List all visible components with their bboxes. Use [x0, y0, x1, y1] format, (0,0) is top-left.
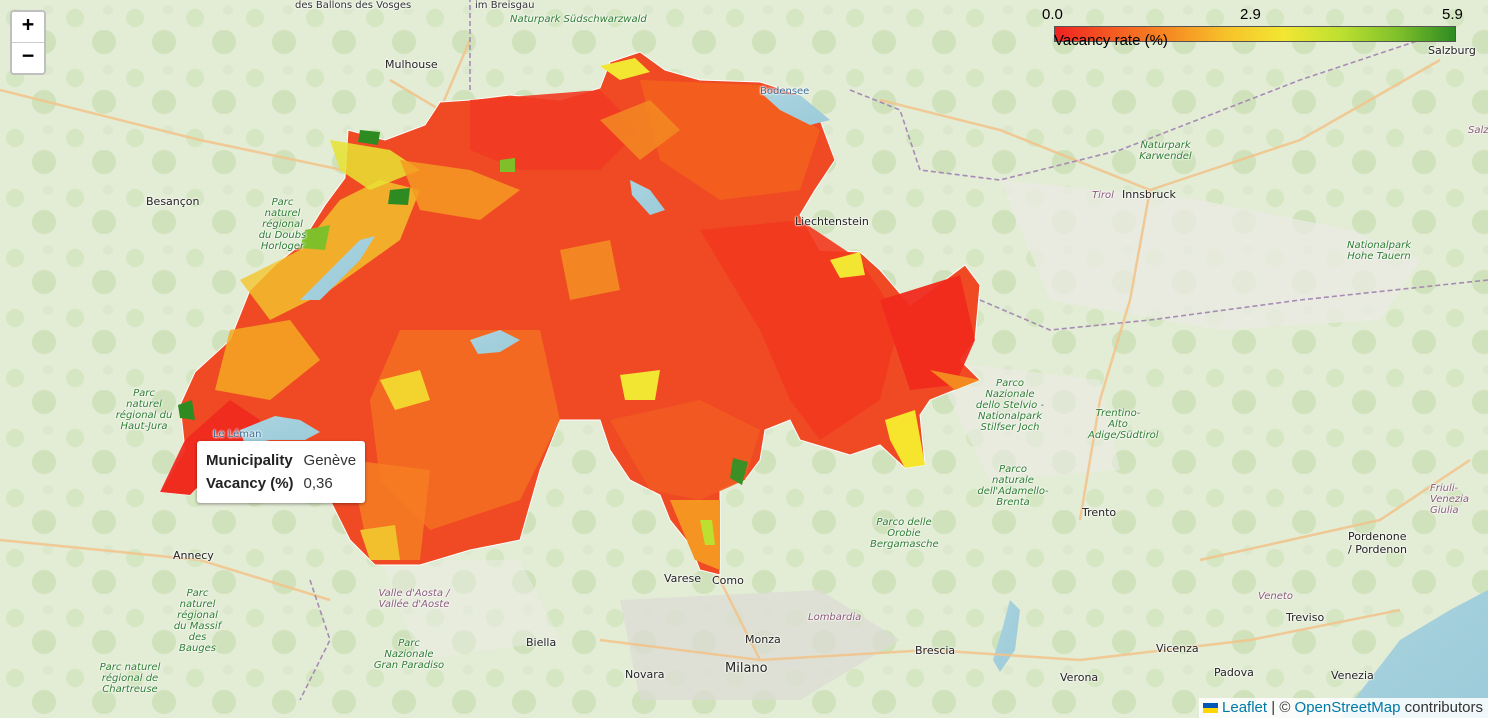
region-label: Friuli-Venezia Giulia: [1430, 483, 1470, 516]
park-label: Naturpark Südschwarzwald: [510, 14, 647, 25]
lake-label: Le Léman: [213, 429, 262, 440]
place-label: im Breisgau: [475, 0, 535, 11]
place-label: Novara: [625, 668, 665, 681]
place-label: Besançon: [146, 195, 200, 208]
place-label: Pordenone / Pordenon: [1348, 530, 1407, 556]
region-label: Trentino-Alto Adige/Südtirol: [1088, 408, 1159, 441]
roads: [0, 39, 1471, 662]
park-label: Parc naturel régional du Haut-Jura: [115, 388, 173, 432]
legend-tick-mid: 2.9: [1240, 6, 1261, 23]
region-label: Veneto: [1258, 591, 1293, 602]
lake-geneva: [240, 416, 320, 445]
place-label: Trento: [1082, 506, 1117, 519]
park-label: Parco delle Orobie Bergamasche: [870, 517, 939, 550]
tooltip-key: Vacancy (%): [206, 475, 294, 492]
lake-thun: [470, 330, 520, 354]
park-label: Parc naturel régional du Massif des Baug…: [173, 588, 222, 654]
lake-zurich: [630, 180, 665, 215]
place-label: Como: [712, 574, 744, 587]
place-label: Milano: [725, 661, 768, 676]
place-label: des Ballons des Vosges: [295, 0, 412, 11]
place-label: Treviso: [1286, 611, 1325, 624]
zoom-out-button[interactable]: −: [12, 43, 44, 73]
park-label: Nationalpark Hohe Tauern: [1346, 240, 1412, 262]
urban-area: [620, 590, 900, 700]
ukraine-flag-icon: [1203, 703, 1219, 714]
legend: 0.0 2.9 5.9 Vacancy rate (%): [1042, 6, 1466, 50]
region-label: Tirol: [1092, 190, 1114, 201]
lake-label: Bodensee: [760, 86, 810, 97]
place-label: Biella: [526, 636, 557, 649]
zoom-in-button[interactable]: +: [12, 12, 44, 43]
place-label: Verona: [1060, 671, 1099, 684]
legend-gradient-bar: [1054, 26, 1456, 42]
attribution: Leaflet | © OpenStreetMap contributors: [1199, 698, 1488, 718]
park-label: Parco Nazionale dello Stelvio - National…: [975, 378, 1045, 433]
tooltip-row-vacancy: Vacancy (%) 0,36: [206, 472, 356, 495]
leaflet-link[interactable]: Leaflet: [1222, 699, 1268, 716]
tooltip-key: Municipality: [206, 452, 293, 469]
legend-tick-min: 0.0: [1042, 6, 1063, 23]
place-label: Monza: [745, 633, 781, 646]
place-label: Liechtenstein: [795, 215, 869, 228]
tooltip-value: Genève: [303, 452, 357, 469]
alpine-area: [930, 360, 1120, 480]
park-label: Parc naturel régional de Chartreuse: [99, 662, 161, 695]
park-label: Parc Nazionale Gran Paradiso: [373, 638, 445, 671]
region-label: Salz: [1468, 125, 1488, 136]
park-label: Parco naturale dell'Adamello-Brenta: [977, 464, 1049, 508]
place-label: Varese: [664, 572, 701, 585]
alpine-area: [1000, 180, 1420, 330]
legend-caption: Vacancy rate (%): [1054, 32, 1168, 49]
osm-link[interactable]: OpenStreetMap: [1294, 699, 1401, 716]
region-label: Valle d'Aosta / Vallée d'Aoste: [378, 588, 450, 610]
park-label: Parc naturel régional du Doubs Horloger: [258, 197, 307, 252]
tooltip-value: 0,36: [303, 475, 333, 492]
zoom-control: + −: [10, 10, 46, 75]
tooltip-row-municipality: Municipality Genève: [206, 449, 356, 472]
municipality-tooltip: Municipality Genève Vacancy (%) 0,36: [197, 441, 366, 503]
place-label: Vicenza: [1156, 642, 1199, 655]
region-label: Lombardia: [808, 612, 862, 623]
place-label: Venezia: [1331, 669, 1374, 682]
place-label: Brescia: [915, 644, 956, 657]
place-label: Mulhouse: [385, 58, 438, 71]
attribution-suffix: contributors: [1404, 699, 1483, 716]
place-label: Innsbruck: [1122, 188, 1176, 201]
sea: [1340, 590, 1488, 718]
park-label: Naturpark Karwendel: [1139, 140, 1192, 162]
alpine-area: [380, 560, 560, 660]
place-label: Padova: [1214, 666, 1254, 679]
lake-constance: [760, 92, 830, 125]
country-borders: [299, 0, 1488, 701]
lake-neuchatel: [300, 236, 375, 300]
place-label: Annecy: [173, 549, 214, 562]
legend-tick-max: 5.9: [1442, 6, 1463, 23]
place-label: Salzburg: [1428, 44, 1476, 57]
attribution-separator: | ©: [1271, 699, 1291, 716]
